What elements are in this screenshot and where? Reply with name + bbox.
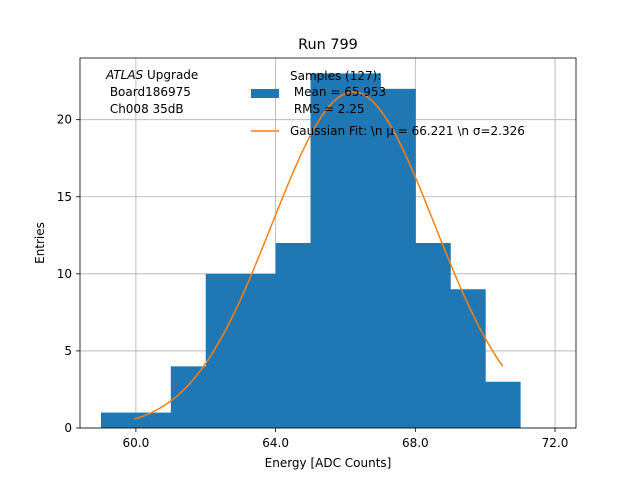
y-axis-ticks: 0 5 10 15 20 (57, 113, 80, 435)
atlas-annotation: ATLAS Upgrade Board186975 Ch008 35dB (105, 68, 198, 116)
annotation-line-3: Ch008 35dB (106, 102, 184, 116)
gaussian-fit-curve (133, 91, 504, 420)
y-tick-label: 15 (57, 190, 72, 204)
legend-samples-line-3: RMS = 2.25 (290, 102, 365, 116)
x-axis-label: Energy [ADC Counts] (265, 456, 392, 470)
gaussian-fit (133, 91, 504, 420)
annotation-line-2: Board186975 (106, 85, 191, 99)
x-tick-label: 60.0 (123, 436, 150, 450)
histogram-bar (205, 273, 242, 428)
histogram-bar (135, 412, 172, 428)
histogram-bar (275, 243, 312, 428)
histogram-bar (450, 289, 486, 428)
histogram-bar (310, 73, 346, 429)
histogram-bars (100, 73, 521, 429)
annotation-atlas-word: ATLAS (105, 68, 144, 82)
histogram-bar (380, 88, 416, 428)
x-tick-label: 72.0 (542, 436, 569, 450)
legend-samples-line-1: Samples (127): (290, 69, 381, 83)
x-axis-ticks: 60.0 64.0 68.0 72.0 (123, 428, 569, 450)
legend-fit-label: Gaussian Fit: \n μ = 66.221 \n σ=2.326 (290, 124, 525, 138)
annotation-line-1: ATLAS Upgrade (105, 68, 198, 82)
legend: Samples (127): Mean = 65.953 RMS = 2.25 … (251, 69, 525, 138)
y-tick-label: 5 (64, 344, 72, 358)
x-tick-label: 64.0 (262, 436, 289, 450)
histogram-bar (100, 412, 137, 428)
annotation-upgrade-word: Upgrade (143, 68, 198, 82)
y-tick-label: 10 (57, 267, 72, 281)
x-tick-label: 68.0 (402, 436, 429, 450)
plot-frame (79, 57, 577, 429)
legend-samples-swatch (251, 89, 279, 98)
histogram-bar (240, 273, 277, 428)
histogram-bar (485, 381, 521, 428)
chart-title: Run 799 (298, 37, 358, 53)
legend-samples-line-2: Mean = 65.953 (290, 85, 386, 99)
histogram-bar (415, 243, 451, 428)
histogram-bar (345, 73, 381, 429)
y-tick-label: 0 (64, 421, 72, 435)
y-axis-label: Entries (33, 222, 47, 264)
y-tick-label: 20 (57, 113, 72, 127)
